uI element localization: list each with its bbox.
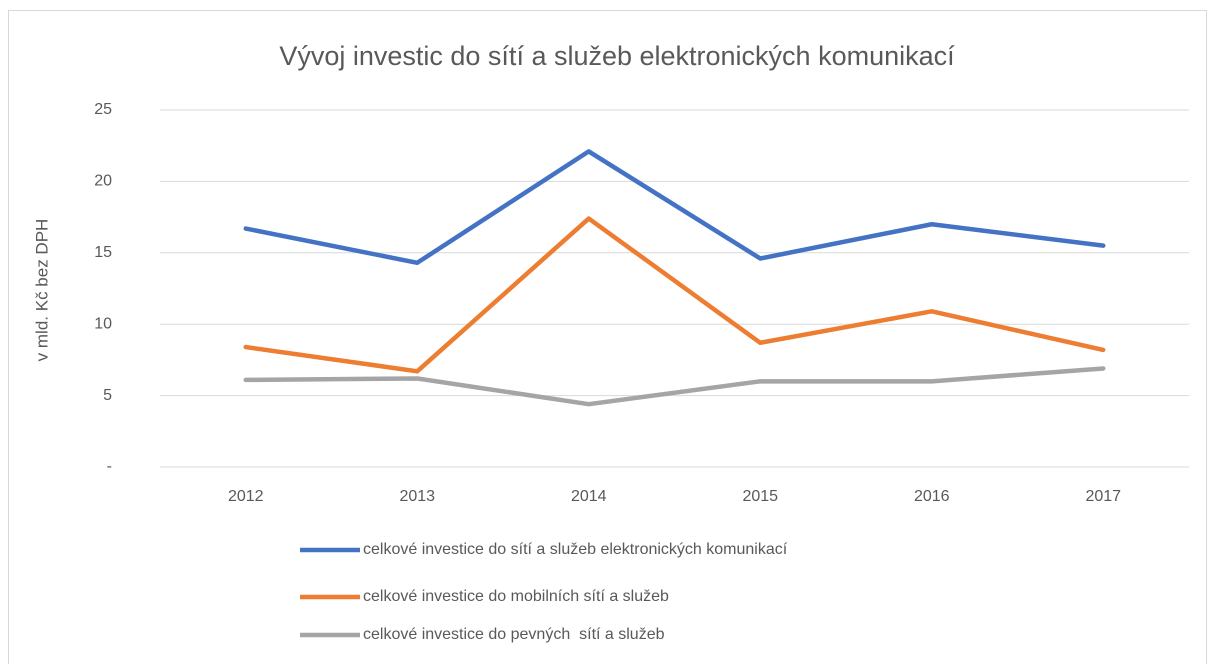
legend-label: celkové investice do sítí a služeb elekt…: [363, 541, 788, 558]
x-tick-label: 2015: [742, 488, 778, 505]
x-tick-label: 2012: [228, 488, 264, 505]
y-tick-label: 5: [103, 387, 112, 404]
x-tick-label: 2013: [399, 488, 435, 505]
y-tick-label: 25: [94, 101, 112, 118]
y-tick-label: 10: [94, 315, 112, 332]
chart-title: Vývoj investic do sítí a služeb elektron…: [279, 41, 955, 71]
y-tick-label: 20: [94, 173, 112, 190]
y-tick-label: -: [107, 458, 112, 475]
series-line: [243, 149, 1106, 266]
series-line: [243, 216, 1106, 374]
legend-label: celkové investice do mobilních sítí a sl…: [363, 588, 669, 605]
series-line: [243, 366, 1106, 407]
x-tick-label: 2017: [1085, 488, 1121, 505]
y-axis-label: v mld. Kč bez DPH: [32, 219, 51, 362]
x-tick-label: 2016: [914, 488, 950, 505]
x-tick-label: 2014: [571, 488, 607, 505]
chart-frame: [8, 10, 1207, 664]
y-tick-label: 15: [94, 244, 112, 261]
legend-label: celkové investice do pevných sítí a služ…: [363, 626, 665, 643]
